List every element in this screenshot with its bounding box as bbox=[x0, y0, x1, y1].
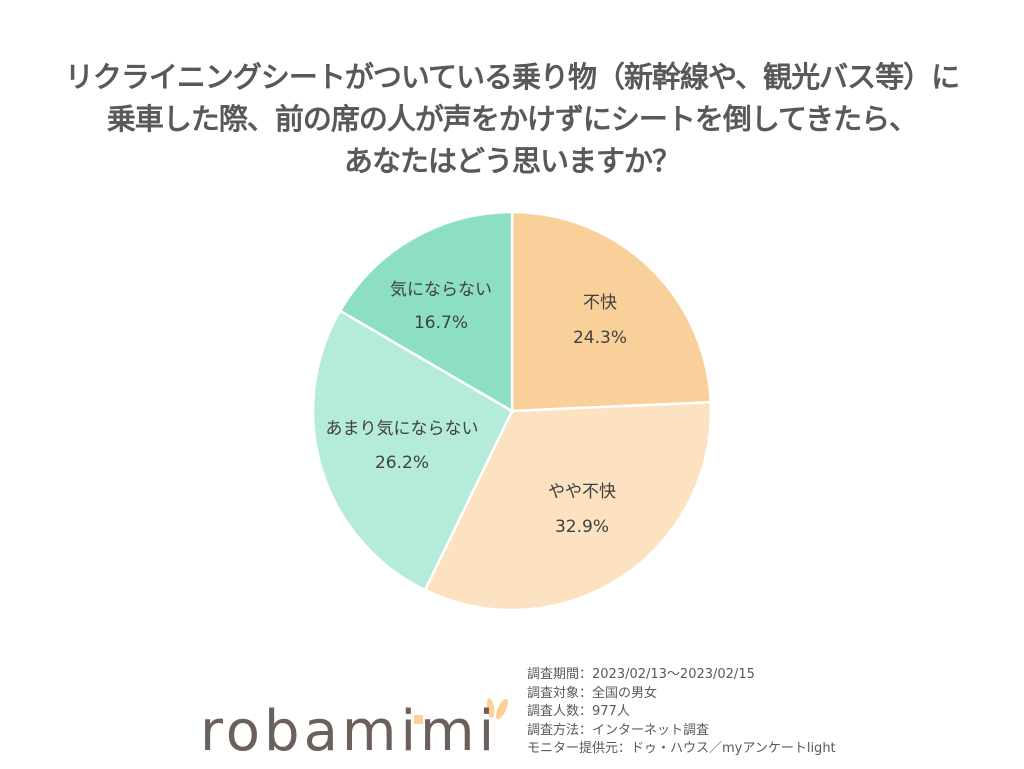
chart-title-line-2: 乗車した際、前の席の人が声をかけずにシートを倒してきたら、 bbox=[106, 102, 918, 136]
slice-value-amari-ki-ni-naranai: 26.2% bbox=[375, 453, 429, 473]
survey-method: 調査方法：インターネット調査 bbox=[527, 722, 710, 738]
survey-respondents: 調査人数：977人 bbox=[527, 704, 630, 719]
chart-title: リクライニングシートがついている乗り物（新幹線や、観光バス等）に 乗車した際、前… bbox=[0, 56, 1024, 182]
pie-slice-ki-ni-naranai bbox=[338, 210, 514, 414]
survey-provider: モニター提供元：ドゥ・ハウス／myアンケートlight bbox=[527, 741, 836, 756]
slice-value-fukai: 24.3% bbox=[573, 328, 627, 348]
chart-title-line-3: あなたはどう思いますか？ bbox=[343, 144, 681, 178]
slice-value-ki-ni-naranai: 16.7% bbox=[414, 313, 468, 333]
pie-slice-amari-ki-ni-naranai bbox=[311, 309, 514, 592]
chart-title-line-1: リクライニングシートがついている乗り物（新幹線や、観光バス等）に bbox=[64, 60, 960, 94]
slice-label-amari-ki-ni-naranai: あまり気にならない bbox=[326, 419, 479, 439]
pie-slice-fukai bbox=[510, 210, 713, 413]
robamimi-logo: robamimi bbox=[200, 692, 511, 768]
slice-label-yaya-fukai: やや不快 bbox=[548, 482, 616, 502]
logo-text: robamimi bbox=[200, 699, 499, 764]
slice-value-yaya-fukai: 32.9% bbox=[555, 517, 609, 537]
slice-label-ki-ni-naranai: 気にならない bbox=[390, 280, 492, 300]
slice-label-fukai: 不快 bbox=[583, 293, 617, 313]
pie-slice-yaya-fukai bbox=[423, 400, 713, 612]
survey-info: 調査期間：2023/02/13～2023/02/15 調査対象：全国の男女 調査… bbox=[527, 666, 836, 759]
logo-dot-icon bbox=[414, 715, 423, 724]
survey-target: 調査対象：全国の男女 bbox=[527, 685, 658, 701]
survey-period: 調査期間：2023/02/13～2023/02/15 bbox=[527, 667, 755, 682]
